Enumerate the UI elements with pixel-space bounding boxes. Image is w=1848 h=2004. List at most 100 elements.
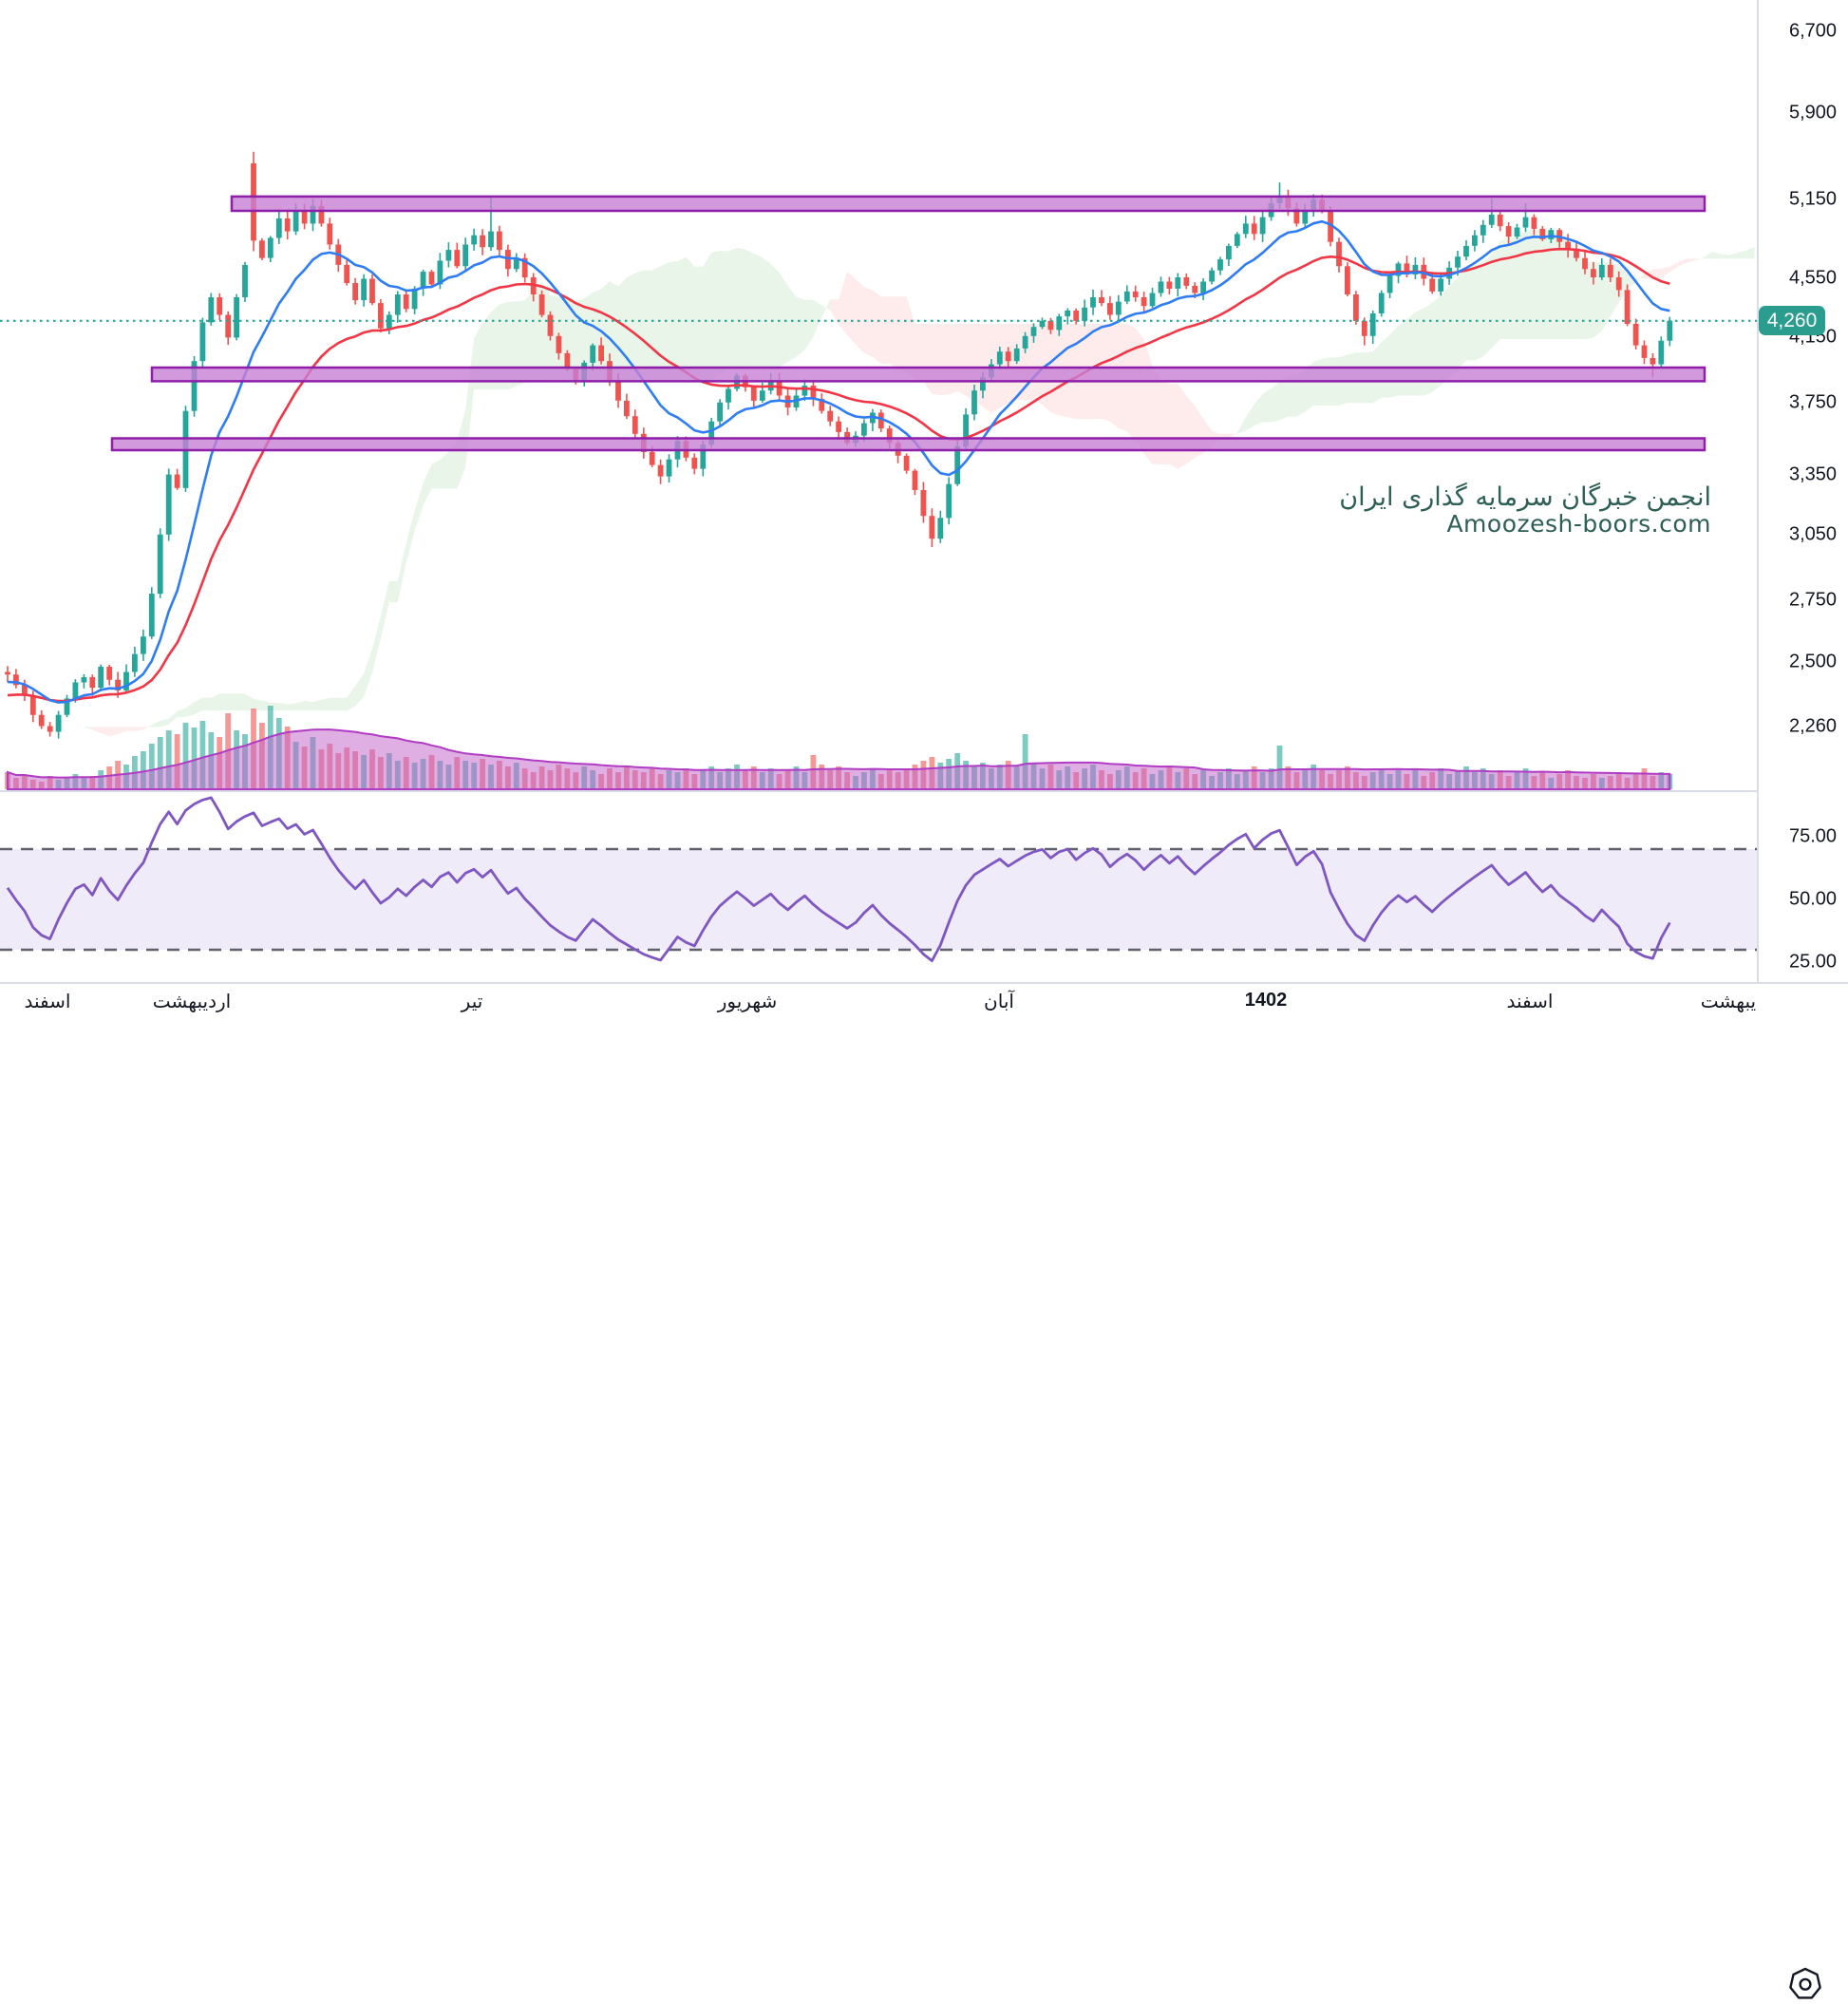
price-tick-label: 5,150 [1789, 188, 1838, 210]
candle-body [199, 322, 206, 362]
candle-body [1641, 345, 1648, 358]
candle-body [1107, 303, 1113, 315]
candle-body [462, 244, 469, 267]
candle-body [394, 294, 401, 315]
time-tick-label: شهریور [717, 990, 778, 1012]
candle-body [1302, 209, 1309, 224]
support-zone-mid[interactable] [150, 366, 1707, 383]
price-chart-canvas[interactable] [0, 0, 1848, 1020]
resistance-zone-upper[interactable] [230, 195, 1707, 213]
time-tick-label: آبان [984, 990, 1014, 1012]
price-axis[interactable]: 6,700 5,900 5,150 4,550 4,150 3,750 3,350 3,050… [1757, 0, 1848, 982]
volume-bar [1022, 734, 1028, 789]
volume-bar [191, 728, 198, 789]
volume-layer [5, 706, 1673, 790]
candle-body [1497, 215, 1503, 227]
time-axis[interactable]: اسفند اردیبهشت تیر شهریور آبان 1402 اسفند اردیب… [0, 984, 1848, 1999]
price-tick-label: 2,260 [1789, 715, 1838, 737]
candle-body [1378, 293, 1385, 313]
rsi-band [0, 849, 1757, 950]
heptagon-circle [1799, 1977, 1812, 1991]
time-tick-label: تیر [461, 990, 483, 1012]
candle-body [946, 483, 952, 519]
candle-body [590, 345, 596, 363]
candle-body [615, 380, 621, 401]
candle-body [1615, 277, 1622, 291]
volume-ma-area [7, 728, 1671, 790]
candle-body [1123, 291, 1130, 302]
candle-body [1099, 297, 1104, 304]
ema-slow-line [7, 247, 1670, 703]
candle-body [275, 218, 282, 238]
candle-body [318, 205, 325, 224]
panel-separator-rsi-time [0, 982, 1848, 984]
candle-body [1463, 245, 1469, 257]
candle-body [538, 294, 545, 315]
candle-body [971, 390, 977, 415]
candle-body [1591, 269, 1596, 277]
volume-bar [1276, 746, 1283, 789]
candle-body [13, 674, 19, 686]
support-zone-lower[interactable] [110, 437, 1707, 452]
candle-body [1455, 256, 1461, 268]
candle-body [165, 474, 172, 535]
candle-body [1175, 277, 1181, 289]
volume-bar [199, 721, 206, 789]
candle-body [903, 455, 910, 471]
candle-body [547, 314, 554, 336]
candle-body [666, 459, 672, 477]
candle-body [1632, 324, 1639, 346]
candle-body [157, 534, 163, 595]
rsi-panel-layer [0, 796, 1757, 962]
candle-body [234, 297, 239, 338]
candle-body [1200, 281, 1206, 293]
candle-body [1141, 297, 1147, 307]
candle-body [1183, 277, 1190, 286]
candle-body [47, 726, 53, 732]
candle-body [1574, 250, 1579, 258]
rsi-line [6, 796, 1671, 962]
candle-body [488, 231, 494, 248]
candle-body [1047, 320, 1054, 331]
candle-body [1353, 294, 1359, 321]
candle-body [708, 421, 715, 445]
candle-body [886, 428, 893, 444]
candle-body [759, 390, 765, 401]
candle-body [1005, 351, 1011, 362]
time-tick-label: اردیبهشت [152, 990, 232, 1012]
candle-body [411, 288, 418, 310]
candle-body [361, 278, 367, 301]
candle-body [700, 444, 707, 469]
candle-body [1345, 266, 1350, 294]
candle-body [1192, 285, 1198, 293]
candle-body [1328, 211, 1333, 242]
candle-body [1650, 357, 1656, 365]
candle-body [996, 351, 1003, 365]
candle-body [1336, 241, 1342, 267]
candle-body [445, 250, 452, 261]
heptagon-outline [1789, 1967, 1821, 1999]
candle-body [1429, 278, 1436, 292]
candle-body [1386, 275, 1393, 293]
candle-body [1369, 313, 1376, 336]
exchange-logo-icon[interactable] [1785, 1964, 1825, 2004]
candle-body [5, 671, 10, 675]
candle-body [1539, 228, 1546, 239]
candle-body [1514, 227, 1520, 237]
candle-body [191, 361, 198, 411]
panel-separator-main-rsi[interactable] [0, 790, 1848, 792]
candle-body [132, 653, 138, 672]
candle-body [1132, 291, 1139, 297]
candle-body [259, 240, 265, 258]
candle-body [217, 297, 223, 315]
candle-body [632, 416, 638, 434]
candle-body [657, 464, 664, 477]
candle-body [310, 205, 316, 224]
candle-body [1226, 245, 1232, 260]
candle-body [1209, 270, 1215, 282]
candle-body [1404, 263, 1410, 275]
candle-body [1667, 320, 1673, 341]
candle-body [963, 414, 969, 447]
moving-averages-layer [7, 219, 1670, 704]
candle-body [1472, 235, 1478, 246]
